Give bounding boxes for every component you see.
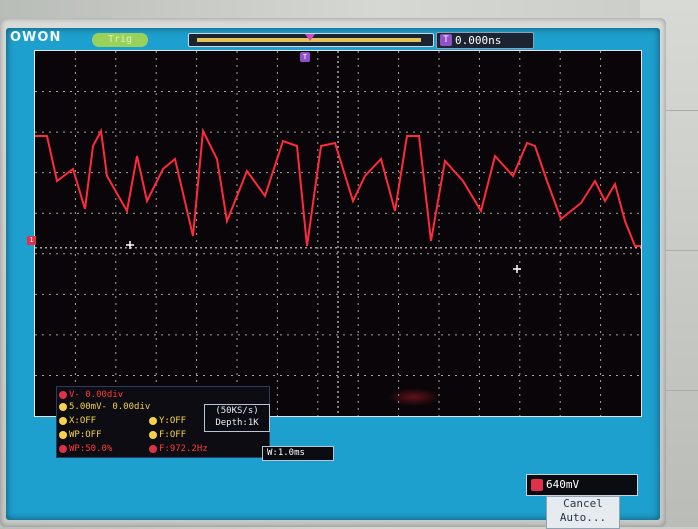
frequency-value: F:972.2Hz xyxy=(149,444,208,455)
cursor-readout-1: V- 0.00div xyxy=(59,390,123,401)
wp-value: WP:50.0% xyxy=(59,444,112,455)
autoset-button[interactable]: Auto... xyxy=(559,511,607,524)
wall-tile-line xyxy=(640,250,698,251)
memory-position-bar[interactable] xyxy=(188,33,434,47)
status-dot-icon xyxy=(59,444,67,453)
trigger-tag-icon: T xyxy=(440,34,452,46)
trigger-position-icon: T xyxy=(300,52,310,62)
screen-glare xyxy=(388,388,440,406)
trigger-level-readout: 640mV xyxy=(526,474,638,496)
channel-1-marker-icon: 1 xyxy=(27,236,36,245)
cursor-readout-2: 5.00mV- 0.00div xyxy=(59,402,150,413)
channel-dot-icon xyxy=(59,402,67,411)
status-dot-icon xyxy=(149,430,157,439)
status-dot-icon xyxy=(149,416,157,425)
wall-tile-line xyxy=(640,390,698,391)
y-cursor-status: Y:OFF xyxy=(149,416,186,427)
trigger-pointer-icon xyxy=(305,34,315,41)
x-cursor-status: X:OFF xyxy=(59,416,96,427)
status-dot-icon xyxy=(59,416,67,425)
time-offset-readout: T 0.000ns xyxy=(436,32,534,49)
trigger-level-value: 640mV xyxy=(546,478,580,491)
timebase-readout: W:1.0ms xyxy=(262,446,334,461)
memory-depth: Depth:1K xyxy=(215,418,259,428)
cursor-cross-icon xyxy=(126,241,134,249)
status-dot-icon xyxy=(59,430,67,439)
graticule xyxy=(34,50,642,417)
cursor-cross-icon xyxy=(513,265,521,273)
cancel-button[interactable]: Cancel xyxy=(563,497,603,510)
time-offset-value: 0.000ns xyxy=(455,34,502,47)
soft-menu[interactable]: Cancel Auto... xyxy=(546,496,620,529)
trigger-status-badge: Trig xyxy=(92,33,148,47)
brand-logo: OWON xyxy=(10,30,62,45)
acquisition-info: (50KS/s) Depth:1K xyxy=(204,404,270,432)
status-dot-icon xyxy=(149,444,157,453)
measurement-panel: V- 0.00div 5.00mV- 0.00div X:OFF Y:OFF W… xyxy=(56,386,270,458)
channel-1-waveform xyxy=(35,127,641,247)
channel-dot-icon xyxy=(59,390,67,399)
waveform-display xyxy=(35,51,641,416)
wp-status: WP:OFF xyxy=(59,430,102,441)
sample-rate: (50KS/s) xyxy=(215,406,259,416)
trigger-edge-icon xyxy=(531,479,543,491)
f-status: F:OFF xyxy=(149,430,186,441)
wall-tile-line xyxy=(640,110,698,111)
